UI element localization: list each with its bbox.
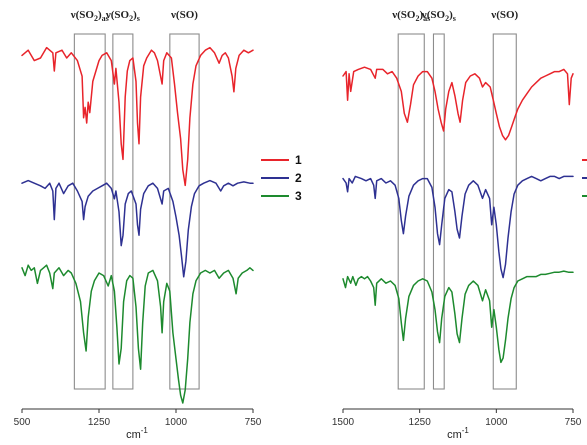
x-tick-label: 500 <box>14 417 31 428</box>
band-box-2 <box>169 33 200 390</box>
spectrum-series-2 <box>21 179 254 278</box>
spectrum-series-2 <box>342 175 574 279</box>
legend-label-2: 2 <box>295 171 302 185</box>
right-spectra-panel: ν(SO2)asν(SO2)s ν(SO) 1500 1250 1000 750 cm-1 <box>332 9 582 441</box>
band-box-1 <box>432 33 445 390</box>
spectrum-series-1 <box>342 66 574 141</box>
left-spectra-panel: ν(SO2)asν(SO2)s ν(SO) 500 1250 1000 750 cm-1 <box>14 9 262 441</box>
x-tick-label: 1250 <box>88 417 111 428</box>
band-label-0: ν(SO2)as <box>70 9 109 23</box>
x-tick-label: 1000 <box>485 417 508 428</box>
spectrum-series-1 <box>21 46 254 187</box>
x-tick-label: 750 <box>565 417 582 428</box>
band-label-1: ν(SO2)s <box>105 9 140 23</box>
band-label-1: ν(SO2)s <box>421 9 456 23</box>
band-label-0: ν(SO2)as <box>391 9 430 23</box>
spectrum-series-3 <box>21 264 254 404</box>
legend: 1 2 3 <box>261 153 587 203</box>
band-label-2: ν(SO) <box>490 9 518 21</box>
band-box-1 <box>112 33 134 390</box>
x-tick-label: 1500 <box>332 417 355 428</box>
band-label-2: ν(SO) <box>170 9 198 21</box>
legend-label-1: 1 <box>295 153 302 167</box>
x-tick-label: 750 <box>245 417 262 428</box>
x-axis-title: cm-1 <box>126 426 148 441</box>
x-axis-title: cm-1 <box>447 426 469 441</box>
spectrum-series-3 <box>342 270 574 364</box>
x-tick-label: 1250 <box>409 417 432 428</box>
band-box-0 <box>397 33 425 390</box>
band-box-0 <box>73 33 106 390</box>
x-tick-label: 1000 <box>165 417 188 428</box>
legend-label-3: 3 <box>295 189 302 203</box>
